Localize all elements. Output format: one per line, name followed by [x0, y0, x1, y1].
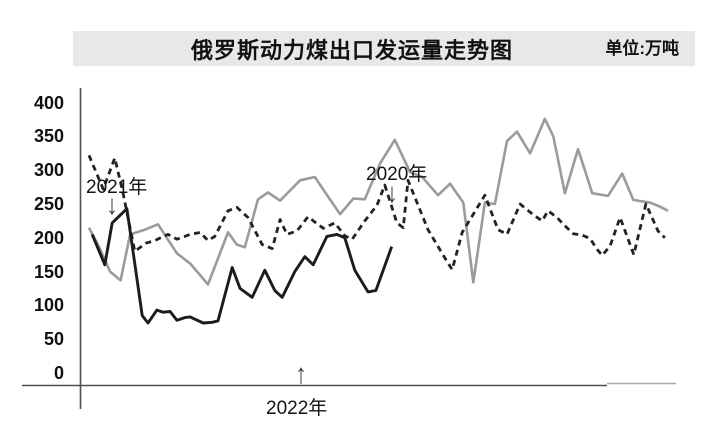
y-axis-tick-label: 0 [53, 363, 64, 383]
y-axis-tick-label: 400 [33, 92, 64, 113]
y-axis-tick-label: 50 [43, 329, 64, 350]
arrow-up-icon: ↑ [295, 358, 307, 390]
unit-label: 单位:万吨 [605, 39, 679, 58]
arrow-down-icon: ↓ [106, 189, 118, 221]
annotation-label-2021: 2021年 [86, 177, 148, 198]
annotation-label-2020: 2020年 [366, 164, 428, 185]
y-axis-tick-label: 200 [33, 227, 64, 248]
y-axis-tick-label: 150 [33, 261, 64, 282]
chart-title: 俄罗斯动力煤出口发运量走势图 [190, 37, 513, 63]
y-axis-tick-label: 350 [33, 126, 64, 147]
annotation-label-2022: 2022年 [266, 398, 328, 419]
y-axis-tick-label: 100 [33, 295, 64, 316]
title-bar: 俄罗斯动力煤出口发运量走势图 单位:万吨 [73, 31, 695, 66]
series-line-2022年 [90, 207, 394, 325]
y-axis-tick-label: 300 [33, 160, 64, 181]
series-line-2020年 [87, 117, 669, 286]
arrow-down-icon: ↓ [386, 177, 398, 209]
chart-canvas [22, 88, 676, 409]
y-axis-tick-label: 250 [33, 194, 64, 214]
